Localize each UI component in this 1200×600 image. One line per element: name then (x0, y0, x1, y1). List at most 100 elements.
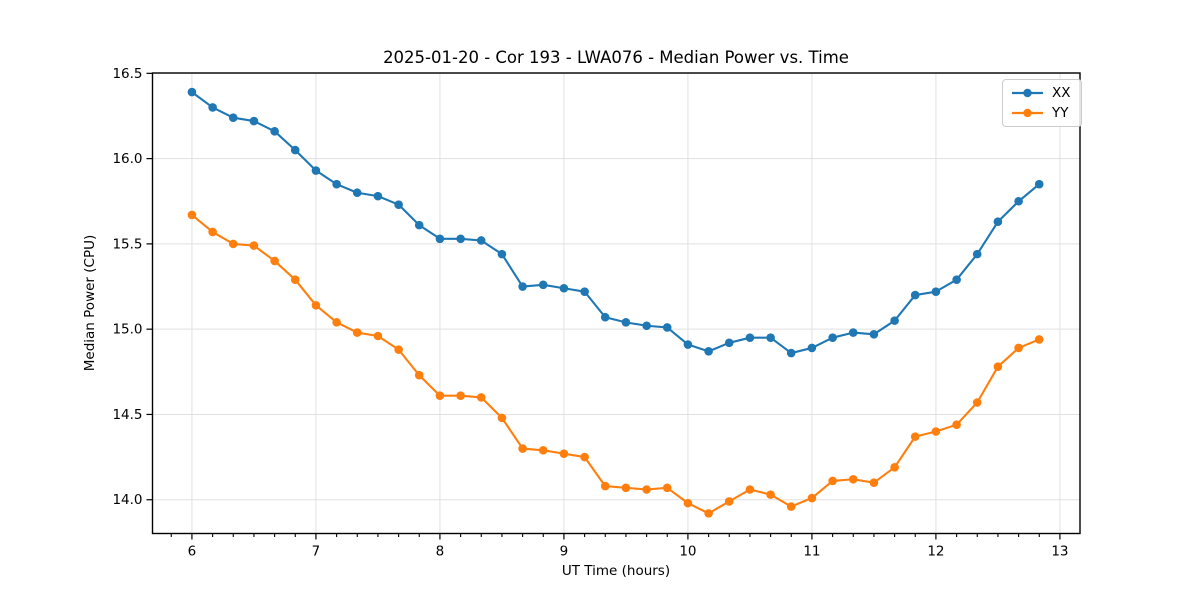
data-point-yy (208, 227, 217, 237)
data-point-xx (972, 249, 982, 259)
data-point-yy (435, 391, 445, 400)
data-point-yy (786, 502, 796, 511)
data-point-yy (249, 241, 259, 250)
x-tick-label: 8 (436, 544, 445, 560)
data-point-yy (828, 476, 837, 486)
data-point-xx (373, 191, 383, 201)
data-point-yy (580, 452, 589, 462)
data-point-xx (1034, 179, 1044, 189)
y-tick-label: 16.5 (112, 66, 142, 82)
data-point-yy (662, 483, 672, 493)
legend-label-yy: YY (1052, 105, 1069, 121)
y-axis-label: Median Power (CPU) (82, 234, 98, 372)
y-tick-label: 14.5 (112, 407, 142, 423)
data-point-xx (435, 234, 445, 244)
data-point-xx (828, 333, 837, 343)
data-point-xx (848, 328, 858, 337)
data-point-yy (704, 509, 713, 518)
data-point-yy (497, 413, 507, 423)
data-point-yy (993, 362, 1003, 371)
data-point-yy (952, 420, 961, 429)
data-point-xx (456, 234, 465, 244)
data-point-yy (187, 210, 197, 220)
data-point-yy (414, 370, 424, 380)
data-point-xx (704, 347, 713, 356)
series-line-yy (191, 214, 1040, 515)
data-point-xx (993, 217, 1003, 227)
data-point-yy (332, 318, 341, 327)
data-point-xx (249, 116, 259, 126)
data-point-xx (952, 275, 961, 285)
data-point-xx (931, 287, 941, 296)
data-point-xx (332, 179, 341, 189)
x-tick-label: 11 (803, 544, 820, 560)
data-point-yy (352, 328, 362, 337)
data-point-yy (311, 300, 321, 310)
data-point-yy (848, 474, 858, 484)
data-point-xx (890, 316, 899, 325)
x-tick-label: 12 (927, 544, 944, 560)
data-point-xx (414, 220, 424, 230)
data-point-xx (683, 340, 693, 349)
x-tick-label: 9 (560, 544, 569, 560)
data-point-yy (683, 498, 693, 508)
x-axis-label: UT Time (hours) (561, 563, 671, 579)
data-point-xx (228, 113, 238, 122)
data-point-xx (538, 280, 548, 290)
data-point-yy (766, 490, 775, 499)
x-tick-label: 6 (188, 544, 197, 560)
y-tick-label: 15.0 (112, 322, 142, 338)
data-point-yy (559, 449, 569, 458)
data-point-xx (394, 200, 403, 209)
data-point-xx (724, 338, 734, 348)
data-point-xx (869, 329, 879, 339)
legend-marker-yy (1012, 108, 1043, 118)
data-point-yy (456, 391, 465, 400)
data-point-xx (745, 333, 755, 343)
legend: XX YY (1002, 79, 1082, 127)
data-point-yy (600, 481, 610, 491)
data-point-xx (910, 290, 920, 300)
axes-spines (151, 72, 1081, 535)
x-tick-label: 13 (1051, 544, 1068, 560)
data-point-xx (766, 333, 775, 343)
data-point-yy (972, 398, 982, 407)
data-point-xx (642, 321, 651, 331)
data-point-xx (662, 323, 672, 332)
data-point-yy (642, 485, 651, 494)
data-point-xx (621, 318, 631, 327)
data-point-yy (518, 444, 527, 453)
data-point-yy (228, 239, 238, 249)
data-point-yy (931, 427, 941, 436)
data-point-yy (807, 493, 817, 503)
series-line-xx (191, 91, 1040, 355)
data-point-xx (807, 343, 817, 353)
data-point-xx (580, 287, 589, 296)
data-point-xx (311, 166, 321, 175)
data-point-yy (270, 256, 279, 266)
data-point-yy (394, 345, 403, 354)
data-point-xx (600, 312, 610, 322)
x-tick-label: 10 (679, 544, 696, 560)
data-point-xx (270, 127, 279, 136)
legend-label-xx: XX (1052, 85, 1071, 101)
data-point-xx (518, 282, 527, 291)
data-point-xx (208, 103, 217, 112)
data-point-yy (290, 275, 300, 285)
data-point-xx (786, 348, 796, 358)
legend-marker-xx (1012, 88, 1043, 98)
data-point-xx (290, 145, 300, 155)
data-point-xx (352, 188, 362, 198)
y-tick-label: 15.5 (112, 236, 142, 252)
data-point-yy (373, 331, 383, 341)
data-point-yy (1034, 335, 1044, 344)
data-point-yy (724, 497, 734, 506)
data-point-yy (621, 483, 631, 493)
data-point-yy (538, 445, 548, 455)
legend-item-yy: YY (1011, 105, 1071, 121)
data-point-xx (476, 236, 486, 245)
data-point-xx (497, 249, 507, 259)
data-point-yy (745, 485, 755, 494)
